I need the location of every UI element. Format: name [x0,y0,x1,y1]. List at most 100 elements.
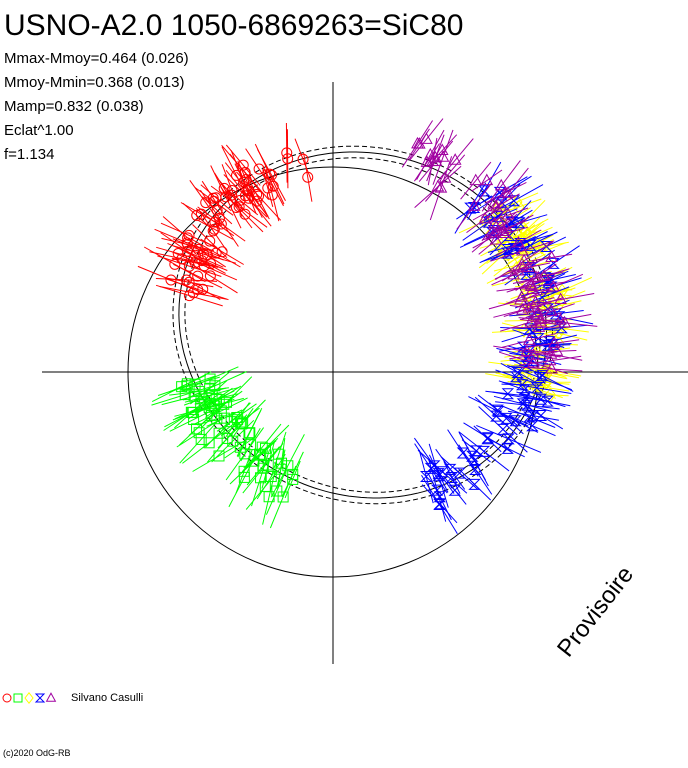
circle-data-point [253,163,265,175]
error-bar [518,317,563,323]
triangle-data-point [537,269,551,281]
circle-data-point [230,169,242,181]
error-bar [221,146,252,205]
triangle-data-point [516,244,529,256]
triangle-data-point [435,143,449,156]
triangle-data-point [534,315,547,327]
data-points [137,118,598,535]
hourglass-data-point [540,241,553,253]
error-bar [471,169,503,192]
error-bar [495,241,554,281]
square-data-point [277,491,289,503]
error-bar [214,172,235,204]
triangle-data-point [429,150,442,163]
hourglass-data-point [527,410,540,422]
hourglass-data-point [453,467,466,479]
triangle-data-point [534,312,547,325]
triangle-data-point [545,250,558,263]
error-bar [199,210,228,251]
hourglass-data-point [532,333,545,345]
error-bar [156,246,201,261]
error-bar [223,174,268,218]
error-bar [284,460,301,499]
triangle-data-point [489,233,503,245]
circle-data-point [233,201,245,213]
triangle-data-point [448,153,462,165]
error-bar [228,447,261,508]
error-bar [229,437,279,485]
error-bar [167,242,224,268]
square-data-point [239,448,251,460]
square-data-point [204,373,216,385]
error-bar [216,403,257,432]
error-bar [197,385,242,414]
error-bar [192,439,246,472]
square-data-point [225,416,237,428]
triangle-data-point [431,179,445,192]
circle-data-point [215,218,227,230]
triangle-data-point [531,305,545,318]
error-bar [151,383,220,406]
error-bar [270,434,305,498]
error-bar [481,206,508,242]
hourglass-data-point [500,412,513,424]
hourglass-data-point [448,484,462,496]
circle-data-point [192,270,204,282]
hourglass-data-point [501,388,515,400]
circle-data-point [165,274,177,286]
hourglass-data-point [536,370,549,382]
legend-observer: Silvano Casulli [71,692,144,704]
hourglass-data-point [513,217,526,229]
error-bar [303,152,313,202]
stat-mamp: Mamp=0.832 (0.038) [4,98,144,115]
circle-data-point [262,182,274,194]
circle-data-point [208,223,220,235]
hourglass-data-point [428,460,441,472]
legend: Silvano Casulli [2,690,143,706]
fit-band [172,145,554,505]
hourglass-data-point [533,372,546,384]
circle-data-point [180,274,192,286]
triangle-data-point [529,270,543,282]
copyright-credit: (c)2020 OdG-RB [3,748,71,758]
circle-data-point [169,258,181,270]
triangle-data-point [487,197,501,209]
error-bar [401,120,434,168]
reference-circle [127,166,539,578]
circle-data-point [211,204,223,216]
triangle-data-point [420,132,433,144]
error-bar [225,144,261,186]
error-bar [488,290,553,310]
error-bar [236,171,282,221]
error-bar [516,297,555,308]
hourglass-data-point [501,442,514,454]
square-data-point [243,427,255,439]
error-bar [456,182,492,230]
error-bar [472,214,534,249]
hourglass-data-point [445,471,459,483]
error-bar [257,149,286,201]
triangle-data-point [426,154,439,167]
stat-frequency: f=1.134 [4,146,55,163]
triangle-data-point [480,173,494,186]
square-data-point [188,390,200,402]
error-bar [137,265,205,294]
circle-data-point [187,287,199,299]
error-bar [149,251,215,267]
error-bar [427,137,438,186]
error-bar [529,339,580,348]
error-bar [490,240,555,262]
triangle-data-point [467,199,481,211]
error-bar [526,369,568,380]
error-bar [294,138,312,180]
square-data-point [237,417,249,429]
triangle-data-point [547,336,561,348]
error-bar [494,255,551,280]
error-bar [169,407,218,432]
error-bar [285,122,288,183]
error-bar [182,421,237,464]
hourglass-data-point [432,470,445,482]
triangle-data-point [512,235,525,248]
triangle-data-point [469,173,483,186]
square-data-point [215,405,227,417]
